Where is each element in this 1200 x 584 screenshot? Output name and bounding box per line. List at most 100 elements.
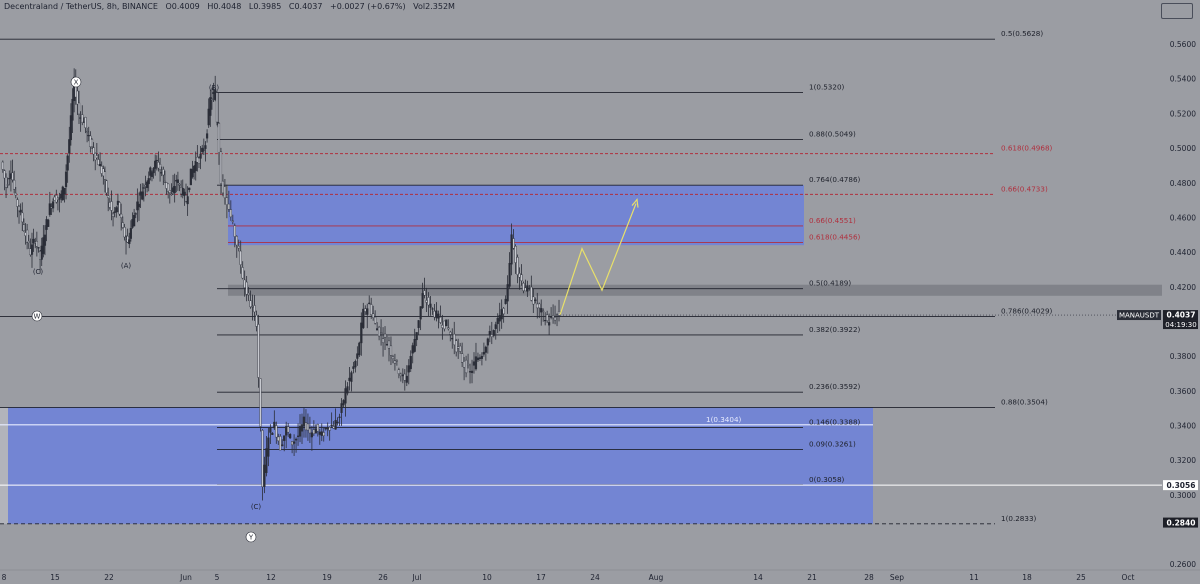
candle-body xyxy=(162,169,165,176)
candle-body xyxy=(457,346,460,349)
y-tick-label: 0.5400 xyxy=(1170,75,1196,84)
candle-body xyxy=(340,403,343,413)
candle-body xyxy=(51,201,55,209)
candle-body xyxy=(550,316,553,318)
candle-body xyxy=(257,324,260,378)
x-tick-label: 18 xyxy=(1022,573,1032,582)
symbol-tag-bg xyxy=(1117,310,1161,321)
candle-body xyxy=(181,187,184,196)
candle-body xyxy=(204,145,207,149)
candle-body xyxy=(219,151,223,184)
wave-label: (B) xyxy=(209,84,220,92)
candle-body xyxy=(358,342,361,356)
candle-body xyxy=(47,219,50,227)
price-zones xyxy=(0,185,1162,524)
zone-rect xyxy=(228,284,1162,296)
fib-label: 0.618(0.4968) xyxy=(1001,144,1053,153)
candle-body xyxy=(245,281,248,295)
candle-body xyxy=(482,351,485,355)
candle-body xyxy=(4,177,8,188)
price-tag-bg xyxy=(1163,517,1198,528)
candle-body xyxy=(514,246,517,263)
candle-body xyxy=(486,338,489,346)
candle-body xyxy=(158,164,162,170)
candle-body xyxy=(354,361,357,368)
candle-body xyxy=(145,181,149,189)
candle-body xyxy=(105,180,108,194)
wave-label: W xyxy=(34,313,41,321)
candle-body xyxy=(11,172,14,181)
x-tick-label: 25 xyxy=(1076,573,1086,582)
fib-label: 0.382(0.3922) xyxy=(809,325,861,334)
candle-body xyxy=(459,345,462,352)
candle-body xyxy=(170,193,173,195)
candle-body xyxy=(544,319,547,322)
candle-body xyxy=(235,236,238,246)
price-tag-bg xyxy=(1163,310,1198,321)
symbol-tag: MANAUSDT xyxy=(1119,312,1160,320)
candle-body xyxy=(419,306,422,320)
candle-body xyxy=(275,425,278,438)
candle-body xyxy=(178,184,181,186)
candle-body xyxy=(466,364,470,366)
candle-body xyxy=(453,333,456,346)
wave-circle xyxy=(31,310,43,322)
candle-body xyxy=(292,441,296,444)
candle-body xyxy=(227,203,230,210)
candle-body xyxy=(269,427,272,433)
candle-body xyxy=(494,324,497,329)
candle-body xyxy=(548,322,551,326)
fib-label: 0.618(0.4456) xyxy=(809,232,861,241)
candle-body xyxy=(68,139,71,154)
candle-body xyxy=(451,337,454,340)
candle-body xyxy=(536,303,539,309)
candle-body xyxy=(403,373,406,381)
candle-body xyxy=(551,315,555,319)
candle-body xyxy=(522,282,525,291)
candle-body xyxy=(534,299,537,302)
candle-body xyxy=(370,304,373,315)
candle-body xyxy=(287,426,290,433)
candle-body xyxy=(259,378,262,427)
price-axis[interactable]: 0.5600 0.5400 0.5200 0.5000 0.4800 0.4600 0.44… xyxy=(1163,0,1200,570)
candle-body xyxy=(188,187,191,191)
candle-body xyxy=(546,314,549,321)
fib-label: 1(0.5320) xyxy=(809,83,845,92)
candle-body xyxy=(223,186,226,199)
x-tick-label: 17 xyxy=(536,573,546,582)
candle-body xyxy=(142,187,145,189)
candle-body xyxy=(512,238,515,249)
candle-body xyxy=(97,159,100,166)
fib-label: 0.764(0.4786) xyxy=(809,175,861,184)
candle-body xyxy=(69,115,73,141)
time-axis[interactable]: 8 15 22 Jun 5 12 19 26 Jul 10 17 24 Aug 14 21 28 Sep 11 18… xyxy=(0,569,1200,582)
candle-body xyxy=(389,345,393,356)
candle-body xyxy=(409,355,412,370)
candle-body xyxy=(32,238,35,244)
chart-control-button[interactable] xyxy=(1161,3,1193,19)
candle-body xyxy=(330,424,333,427)
candle-body xyxy=(253,305,256,313)
candle-body xyxy=(205,133,209,139)
candle-body xyxy=(356,353,359,359)
candle-body xyxy=(464,359,468,374)
candle-body xyxy=(302,416,306,427)
candle-body xyxy=(221,180,225,194)
candle-body xyxy=(199,153,202,159)
candle-body xyxy=(6,184,9,186)
candle-body xyxy=(231,220,234,222)
candle-body xyxy=(374,316,377,324)
candle-body xyxy=(393,360,397,364)
candle-body xyxy=(538,303,541,309)
candle-body xyxy=(154,160,157,169)
fib-label: 0.09(0.3261) xyxy=(809,440,856,449)
y-tick-label: 0.3800 xyxy=(1170,352,1196,361)
candle-body xyxy=(19,209,22,213)
candle-body xyxy=(447,327,450,330)
candle-body xyxy=(121,222,124,228)
candle-body xyxy=(197,157,201,164)
candle-body xyxy=(92,147,95,155)
candle-body xyxy=(401,374,404,377)
candle-body xyxy=(364,308,367,312)
